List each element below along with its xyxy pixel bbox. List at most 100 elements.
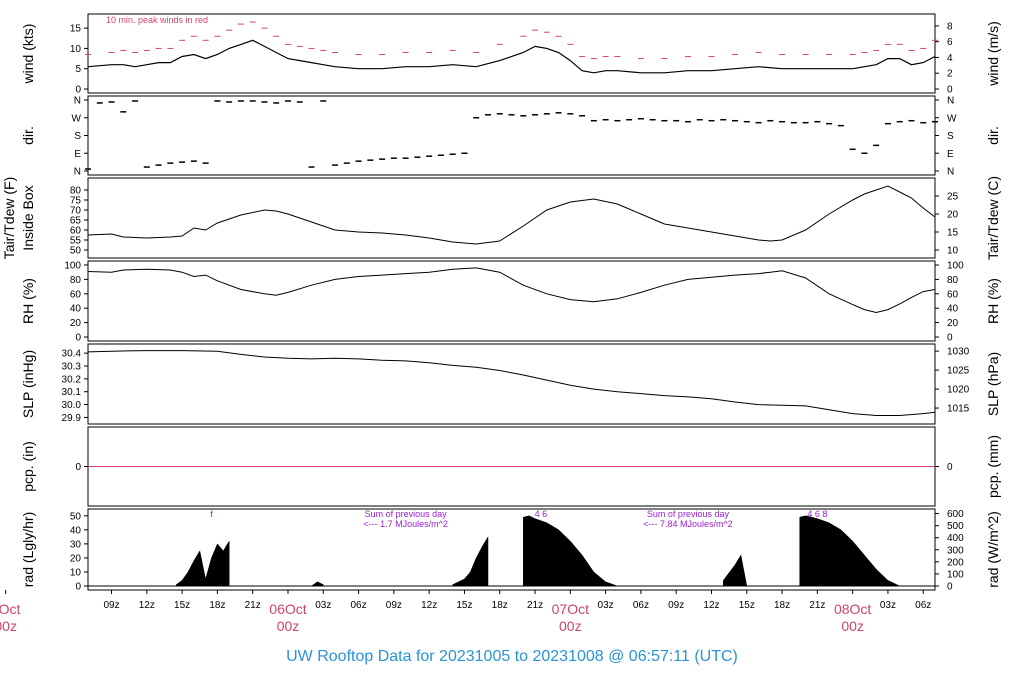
radiation-annotation-0: f [210, 509, 213, 519]
left-tick-label-2: 65 [70, 216, 82, 227]
radiation-area-3 [523, 515, 618, 587]
x-tick-label: 09z [386, 600, 402, 611]
right-tick-label-0: 8 [947, 21, 953, 32]
x-day-sublabel: 00z [559, 618, 582, 634]
left-tick-label-3: 40 [70, 304, 82, 315]
x-tick-label: 15z [174, 600, 190, 611]
wind-speed-line [87, 39, 936, 74]
rh-line [87, 267, 936, 314]
x-day-label: 08Oct [834, 601, 871, 617]
left-axis-label-5: pcp. (in) [20, 441, 36, 492]
radiation-annotation-5: <--- 7.84 MJoules/m^2 [643, 519, 733, 529]
right-tick-label-3: 0 [947, 333, 953, 344]
left-tick-label-1: N [74, 96, 81, 107]
left-axis-label-2a: Tair/Tdew (F) [1, 177, 17, 259]
right-tick-label-2: 25 [947, 192, 959, 203]
x-tick-label: 03z [315, 600, 331, 611]
right-tick-label-6: 400 [947, 533, 964, 544]
x-tick-label: 18z [492, 600, 508, 611]
x-tick-label: 21z [527, 600, 543, 611]
x-day-label: 07Oct [552, 601, 589, 617]
left-tick-label-2: 50 [70, 246, 82, 257]
right-axis-label-2: Tair/Tdew (C) [985, 176, 1001, 260]
left-tick-label-2: 70 [70, 206, 82, 217]
x-tick-label: 06z [351, 600, 367, 611]
left-tick-label-3: 80 [70, 275, 82, 286]
radiation-area-5 [799, 515, 900, 587]
radiation-annotation-1: Sum of previous day [365, 509, 448, 519]
left-axis-label-2b: Inside Box [20, 185, 36, 250]
right-tick-label-3: 80 [947, 275, 959, 286]
left-tick-label-3: 0 [75, 333, 81, 344]
left-tick-label-3: 100 [64, 261, 81, 272]
radiation-area-0 [175, 540, 230, 587]
left-tick-label-0: 10 [70, 44, 82, 55]
left-axis-label-6: rad (Lgly/hr) [20, 512, 36, 587]
right-tick-label-3: 20 [947, 318, 959, 329]
right-axis-label-4: SLP (hPa) [985, 352, 1001, 416]
right-tick-label-2: 20 [947, 210, 959, 221]
left-tick-label-6: 50 [70, 511, 82, 522]
panel-frame-2 [87, 177, 936, 259]
right-tick-label-0: 2 [947, 69, 953, 80]
left-axis-label-4: SLP (inHg) [20, 350, 36, 418]
left-tick-label-2: 55 [70, 236, 82, 247]
left-tick-label-0: 5 [75, 64, 81, 75]
x-tick-label: 18z [209, 600, 225, 611]
radiation-annotation-2: <--- 1.7 MJoules/m^2 [363, 519, 448, 529]
right-tick-label-1: S [947, 131, 954, 142]
right-tick-label-2: 10 [947, 246, 959, 257]
x-tick-label: 12z [421, 600, 437, 611]
x-day-label: 06Oct [269, 601, 306, 617]
left-axis-label-0: wind (kts) [20, 24, 36, 85]
left-tick-label-1: E [74, 149, 81, 160]
right-tick-label-4: 1015 [947, 404, 970, 415]
x-tick-label: 18z [774, 600, 790, 611]
left-tick-label-5: 0 [75, 462, 81, 473]
right-tick-label-6: 300 [947, 545, 964, 556]
right-axis-label-3: RH (%) [985, 278, 1001, 324]
x-tick-label: 09z [103, 600, 119, 611]
radiation-annotation-6: 4 6 8 [807, 509, 827, 519]
panel-frame-0 [87, 13, 936, 94]
x-tick-label: 03z [598, 600, 614, 611]
left-tick-label-6: 0 [75, 582, 81, 593]
left-tick-label-3: 60 [70, 289, 82, 300]
left-tick-label-6: 20 [70, 553, 82, 564]
left-axis-label-3: RH (%) [20, 278, 36, 324]
left-tick-label-6: 40 [70, 525, 82, 536]
left-tick-label-0: 15 [70, 24, 82, 35]
panel-frame-4 [87, 343, 936, 425]
x-day-sublabel: 00z [277, 618, 300, 634]
x-tick-label: 21z [809, 600, 825, 611]
right-axis-label-0: wind (m/s) [985, 21, 1001, 87]
left-tick-label-4: 30.1 [62, 387, 82, 398]
left-tick-label-4: 29.9 [62, 413, 82, 424]
left-tick-label-2: 80 [70, 186, 82, 197]
right-tick-label-6: 600 [947, 509, 964, 520]
right-tick-label-0: 4 [947, 53, 953, 64]
right-tick-label-3: 40 [947, 304, 959, 315]
right-tick-label-2: 15 [947, 228, 959, 239]
left-tick-label-4: 30.4 [62, 349, 82, 360]
radiation-annotation-4: Sum of previous day [647, 509, 730, 519]
right-tick-label-6: 100 [947, 569, 964, 580]
left-tick-label-4: 30.2 [62, 374, 82, 385]
x-tick-label: 09z [668, 600, 684, 611]
right-tick-label-1: N [947, 167, 954, 178]
left-tick-label-6: 30 [70, 539, 82, 550]
radiation-area-4 [723, 554, 748, 587]
left-tick-label-4: 30.0 [62, 400, 82, 411]
pressure-line [87, 350, 936, 416]
right-tick-label-0: 0 [947, 85, 953, 96]
x-tick-label: 12z [139, 600, 155, 611]
left-tick-label-0: 0 [75, 85, 81, 96]
left-tick-label-2: 60 [70, 226, 82, 237]
right-axis-label-5: pcp. (mm) [985, 435, 1001, 498]
right-tick-label-6: 200 [947, 557, 964, 568]
x-day-label: 5Oct [0, 601, 21, 617]
right-tick-label-3: 100 [947, 261, 964, 272]
temperature-line [87, 185, 936, 245]
right-tick-label-4: 1020 [947, 385, 970, 396]
